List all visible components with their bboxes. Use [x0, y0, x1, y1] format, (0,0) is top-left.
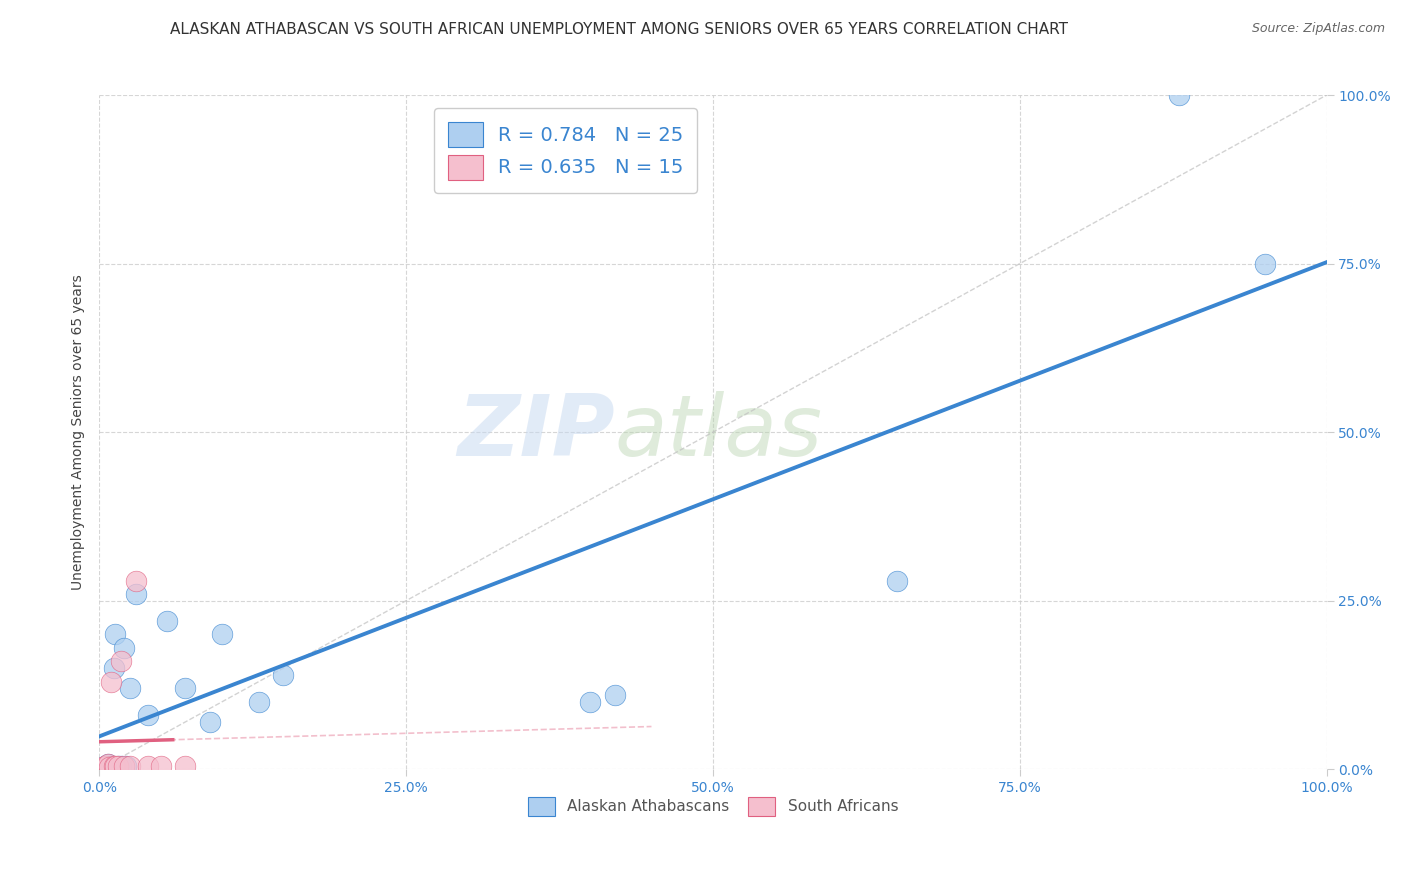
Point: [579, 695, 602, 709]
Point: [115, 759, 138, 773]
Point: [247, 695, 270, 709]
Point: [104, 627, 127, 641]
Point: [107, 759, 129, 773]
Point: [271, 668, 294, 682]
Point: [104, 759, 127, 773]
Text: atlas: atlas: [614, 391, 823, 474]
Point: [156, 614, 179, 628]
Point: [110, 759, 132, 773]
Point: [174, 759, 197, 773]
Point: [91, 760, 114, 774]
Point: [94, 759, 117, 773]
Point: [125, 574, 148, 588]
Point: [174, 681, 197, 696]
Point: [118, 681, 141, 696]
Point: [136, 708, 159, 723]
Point: [1254, 257, 1277, 271]
Legend: Alaskan Athabascans, South Africans: Alaskan Athabascans, South Africans: [522, 790, 904, 822]
Point: [97, 760, 120, 774]
Text: Source: ZipAtlas.com: Source: ZipAtlas.com: [1251, 22, 1385, 36]
Point: [198, 715, 221, 730]
Point: [97, 756, 120, 771]
Point: [97, 760, 120, 774]
Point: [603, 688, 626, 702]
Y-axis label: Unemployment Among Seniors over 65 years: Unemployment Among Seniors over 65 years: [72, 275, 86, 591]
Text: ALASKAN ATHABASCAN VS SOUTH AFRICAN UNEMPLOYMENT AMONG SENIORS OVER 65 YEARS COR: ALASKAN ATHABASCAN VS SOUTH AFRICAN UNEM…: [170, 22, 1067, 37]
Point: [1168, 88, 1191, 103]
Point: [136, 759, 159, 773]
Point: [125, 587, 148, 601]
Point: [110, 655, 132, 669]
Point: [107, 759, 129, 773]
Text: ZIP: ZIP: [457, 391, 614, 474]
Point: [112, 640, 135, 655]
Point: [112, 759, 135, 773]
Point: [100, 759, 122, 773]
Point: [118, 759, 141, 773]
Point: [100, 674, 122, 689]
Point: [94, 759, 117, 773]
Point: [149, 759, 172, 773]
Point: [97, 756, 120, 771]
Point: [103, 759, 125, 773]
Point: [103, 661, 125, 675]
Point: [91, 760, 114, 774]
Point: [886, 574, 908, 588]
Point: [211, 627, 233, 641]
